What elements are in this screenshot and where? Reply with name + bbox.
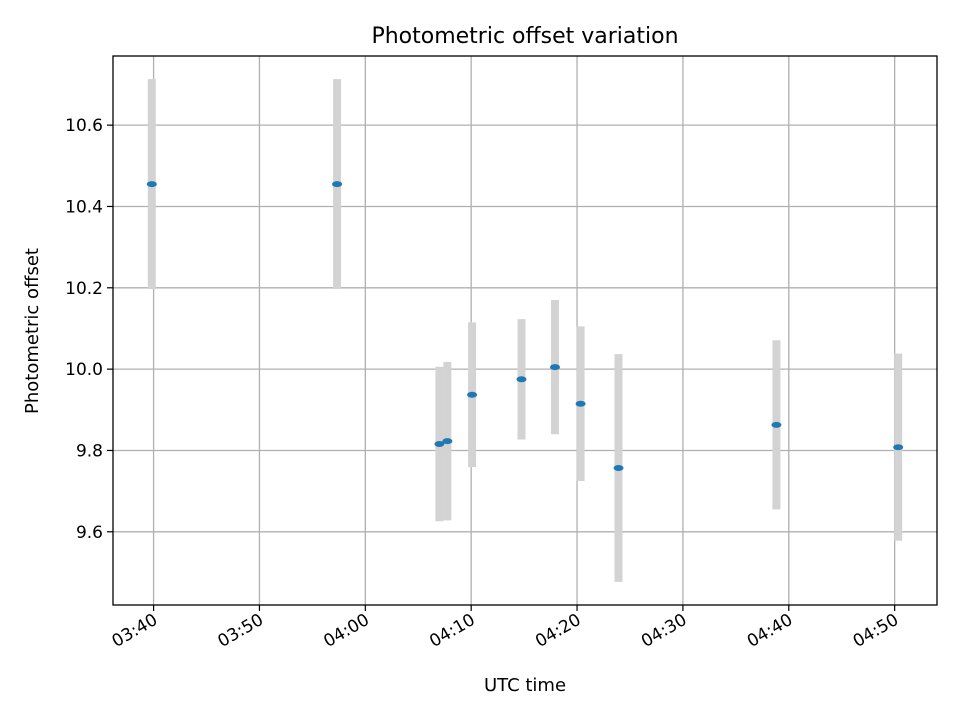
y-tick-label: 10.2 <box>65 279 103 299</box>
data-point <box>575 400 586 407</box>
x-tick-label: 04:10 <box>426 610 478 652</box>
x-tick-label: 03:40 <box>109 610 161 652</box>
x-tick-label: 04:50 <box>850 610 902 652</box>
x-tick-label: 04:40 <box>744 610 796 652</box>
data-point <box>332 181 343 188</box>
x-axis-ticks: 03:40 03:50 04:00 04:10 04:20 04:30 04:40 04:50 <box>109 605 902 652</box>
x-tick-label: 03:50 <box>215 610 267 652</box>
data-point <box>434 440 445 447</box>
data-point <box>442 438 453 445</box>
x-tick-label: 04:30 <box>638 610 690 652</box>
x-tick-label: 04:00 <box>320 610 372 652</box>
data-point <box>516 376 527 383</box>
data-point <box>467 391 478 398</box>
y-tick-label: 9.6 <box>76 523 103 543</box>
error-bars <box>147 79 903 582</box>
plot-frame <box>112 55 938 606</box>
data-points <box>146 181 904 471</box>
x-axis-label: UTC time <box>484 675 566 696</box>
y-tick-label: 9.8 <box>76 441 103 461</box>
data-point <box>771 421 782 428</box>
x-tick-label: 04:20 <box>532 610 584 652</box>
data-point <box>893 444 904 451</box>
y-axis-ticks: 9.6 9.8 10.0 10.2 10.4 10.6 <box>65 116 113 543</box>
data-point <box>146 181 157 188</box>
y-axis-label: Photometric offset <box>22 248 43 414</box>
y-tick-label: 10.0 <box>65 360 103 380</box>
y-tick-label: 10.6 <box>65 116 103 136</box>
chart-title: Photometric offset variation <box>371 24 678 49</box>
data-point <box>549 364 560 371</box>
y-tick-label: 10.4 <box>65 197 103 217</box>
data-point <box>613 464 624 471</box>
